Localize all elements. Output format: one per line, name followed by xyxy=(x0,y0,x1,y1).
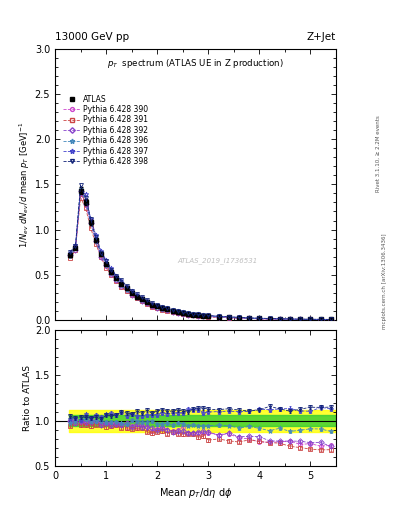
Text: Z+Jet: Z+Jet xyxy=(307,32,336,42)
Text: mcplots.cern.ch [arXiv:1306.3436]: mcplots.cern.ch [arXiv:1306.3436] xyxy=(382,234,387,329)
Y-axis label: Ratio to ATLAS: Ratio to ATLAS xyxy=(23,365,32,431)
Legend: ATLAS, Pythia 6.428 390, Pythia 6.428 391, Pythia 6.428 392, Pythia 6.428 396, P: ATLAS, Pythia 6.428 390, Pythia 6.428 39… xyxy=(62,93,150,167)
Y-axis label: $1/N_{ev}$ $dN_{ev}/d$ mean $p_T$ [GeV]$^{-1}$: $1/N_{ev}$ $dN_{ev}/d$ mean $p_T$ [GeV]$… xyxy=(17,121,32,247)
X-axis label: Mean $p_T$/d$\eta$ d$\phi$: Mean $p_T$/d$\eta$ d$\phi$ xyxy=(159,486,232,500)
Text: Rivet 3.1.10, ≥ 2.2M events: Rivet 3.1.10, ≥ 2.2M events xyxy=(376,115,380,192)
Text: 13000 GeV pp: 13000 GeV pp xyxy=(55,32,129,42)
Text: $p_T$  spectrum (ATLAS UE in Z production): $p_T$ spectrum (ATLAS UE in Z production… xyxy=(107,57,284,70)
Text: ATLAS_2019_I1736531: ATLAS_2019_I1736531 xyxy=(178,257,258,264)
